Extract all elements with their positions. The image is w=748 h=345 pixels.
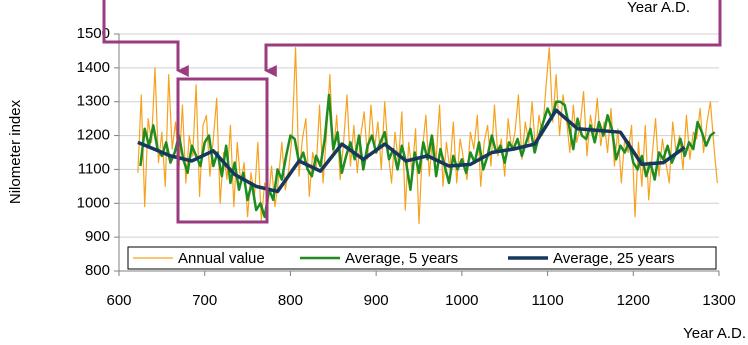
x-tick-label: 1200 [617, 292, 650, 309]
y-tick-label: 1500 [77, 25, 110, 42]
y-tick-label: 1000 [77, 194, 110, 211]
y-tick-label: 800 [85, 262, 110, 279]
legend-label: Annual value [178, 250, 265, 267]
x-tick-label: 1100 [531, 292, 563, 309]
highlight-box [176, 77, 269, 224]
lines [137, 46, 718, 225]
series-line [139, 93, 716, 219]
annotation: Year A.D. [627, 0, 690, 16]
y-tick-label: 1400 [77, 59, 110, 76]
x-tick-label: 700 [192, 292, 217, 309]
right-bracket [264, 0, 722, 77]
x-tick-label: 600 [106, 292, 131, 309]
y-tick-label: 1200 [77, 127, 110, 144]
left-bracket [102, 0, 189, 77]
series-line [137, 46, 718, 225]
y-tick-label: 1100 [78, 160, 110, 177]
x-tick-label: 900 [364, 292, 389, 309]
y-axis-label: Nilometer index [7, 99, 24, 204]
legend-label: Average, 5 years [345, 250, 458, 267]
x-tick-label: 800 [278, 292, 303, 309]
legend: Annual value Average, 5 years Average, 25 … [127, 246, 717, 270]
x-tick-label: 1000 [445, 292, 478, 309]
y-tick-label: 900 [85, 228, 110, 245]
series-line [137, 108, 686, 194]
legend-label: Average, 25 years [553, 250, 674, 267]
annotation-shapes [102, 0, 722, 224]
legend-box [127, 246, 717, 270]
y-tick-label: 1300 [77, 93, 110, 110]
x-tick-label: 1300 [702, 292, 735, 309]
x-axis-label: Year A.D. [683, 325, 746, 342]
